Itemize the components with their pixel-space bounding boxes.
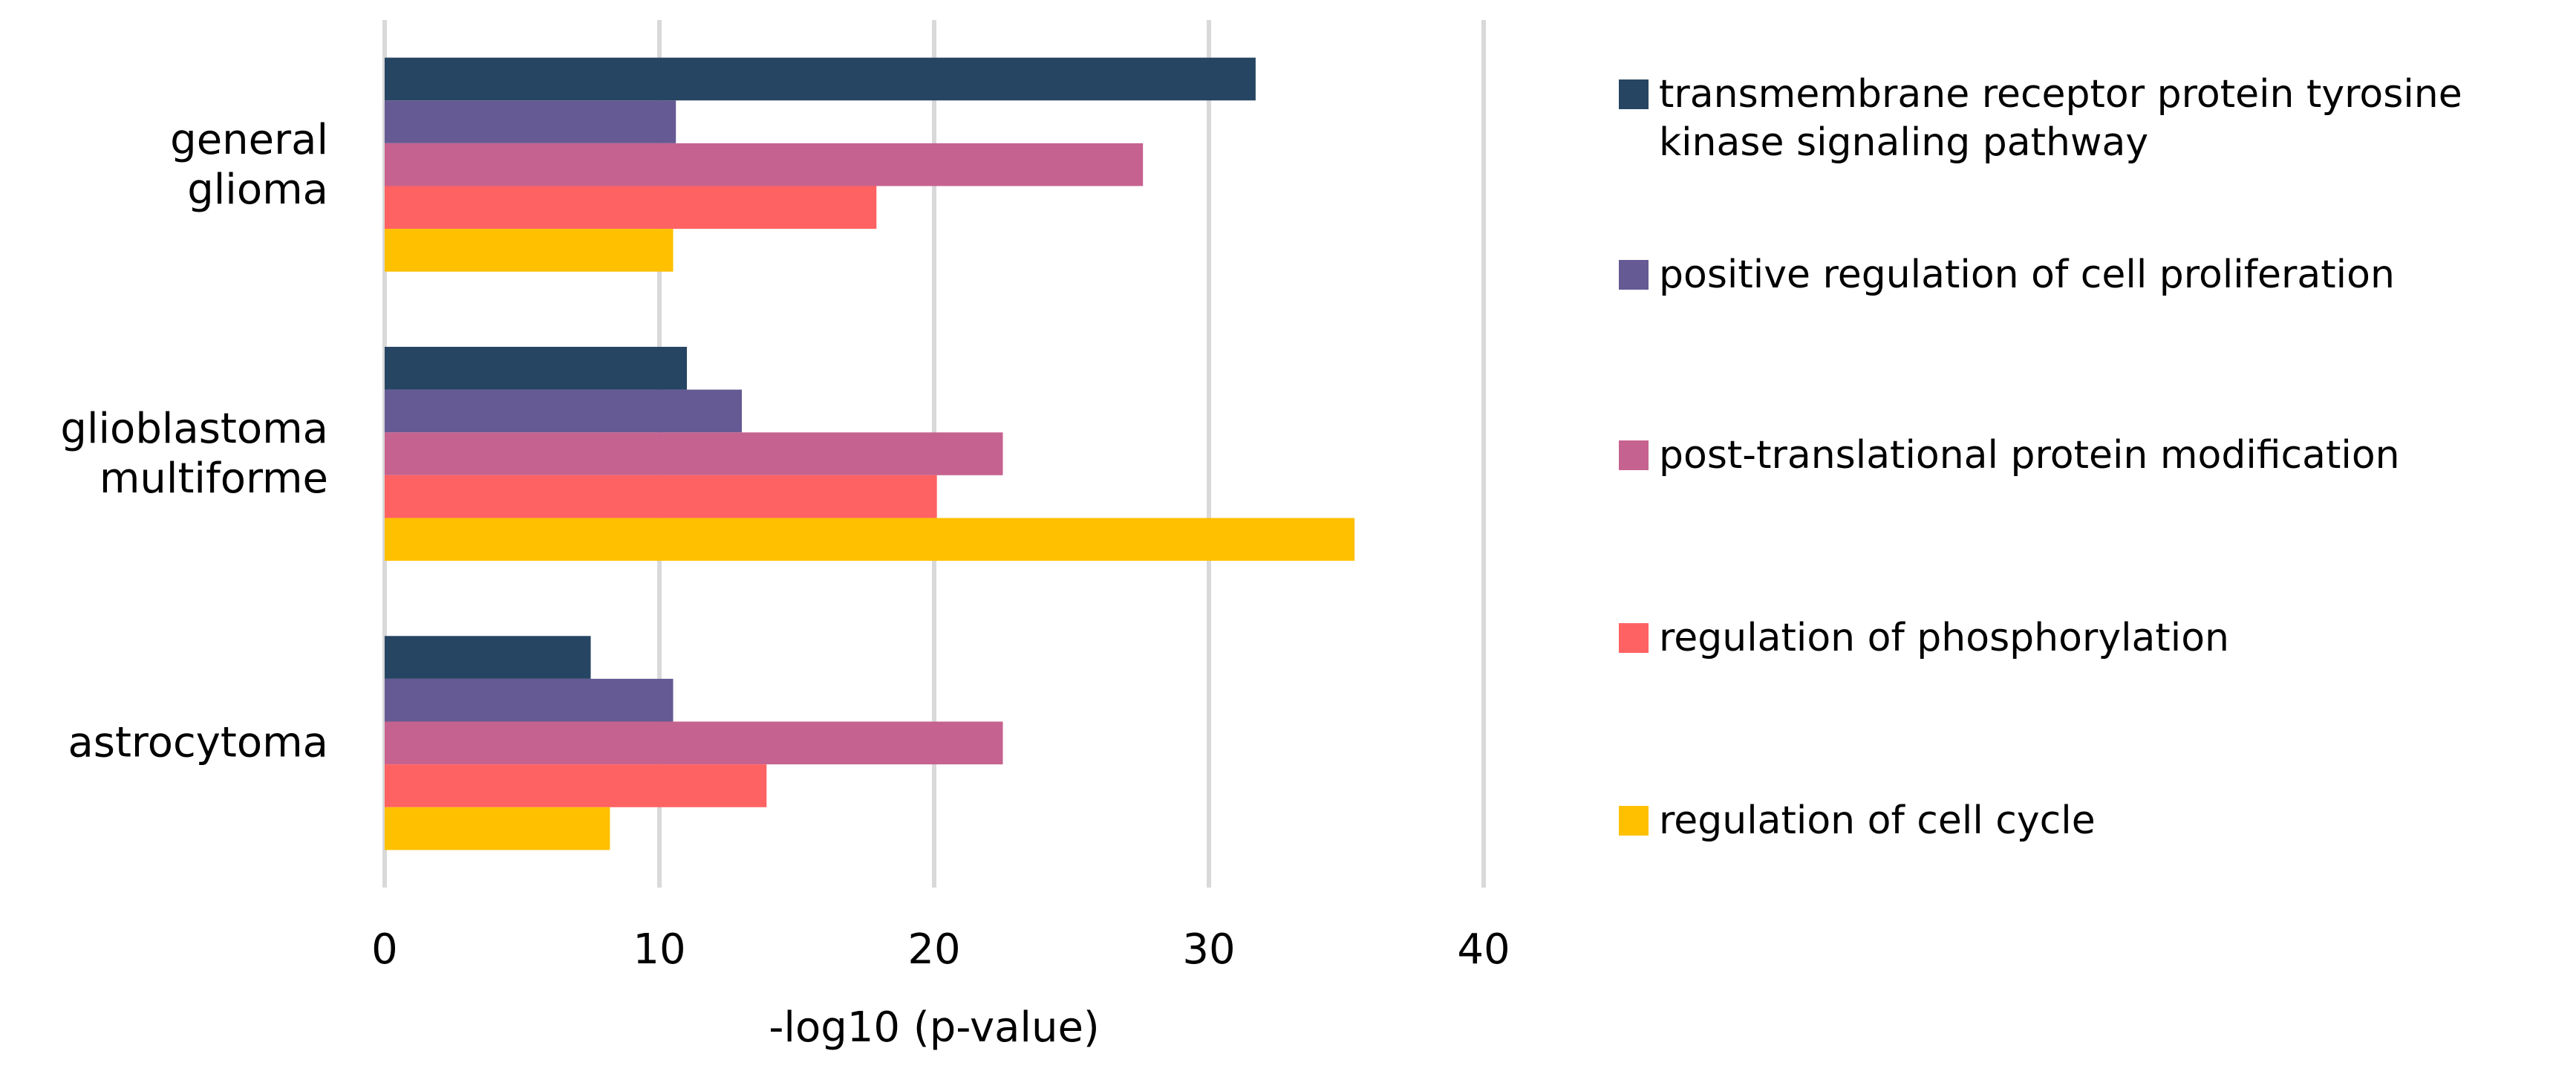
legend-marker <box>1619 623 1649 653</box>
y-tick-label: general glioma <box>170 115 328 214</box>
bar <box>385 432 1003 475</box>
y-tick-label: glioblastoma multiforme <box>60 404 328 503</box>
legend-marker <box>1619 440 1649 470</box>
bar <box>385 143 1144 186</box>
x-tick-label: 0 <box>371 925 398 974</box>
bar <box>385 389 742 433</box>
x-tick-label: 10 <box>633 925 686 974</box>
legend-label: post-translational protein modification <box>1659 433 2400 478</box>
legend-label: transmembrane receptor protein tyrosine … <box>1659 72 2462 165</box>
legend-marker <box>1619 79 1649 109</box>
bar <box>385 721 1003 765</box>
bar <box>385 475 937 518</box>
bar <box>385 57 1256 101</box>
y-tick-label: astrocytoma <box>68 718 328 767</box>
x-tick-label: 20 <box>907 925 961 974</box>
bar <box>385 518 1355 562</box>
x-axis-title: -log10 (p-value) <box>769 1003 1100 1052</box>
bar <box>385 186 877 230</box>
bar <box>385 764 767 807</box>
bar <box>385 678 674 722</box>
legend-marker <box>1619 260 1649 290</box>
legend-marker <box>1619 806 1649 836</box>
legend-label: regulation of cell cycle <box>1659 798 2096 843</box>
legend-label: positive regulation of cell proliferatio… <box>1659 253 2395 297</box>
bar <box>385 807 610 850</box>
bar <box>385 346 687 390</box>
bar <box>385 100 676 143</box>
x-tick-label: 40 <box>1457 925 1510 974</box>
bar <box>385 229 674 272</box>
bar <box>385 636 591 679</box>
x-tick-label: 30 <box>1182 925 1236 974</box>
legend-label: regulation of phosphorylation <box>1659 616 2230 660</box>
